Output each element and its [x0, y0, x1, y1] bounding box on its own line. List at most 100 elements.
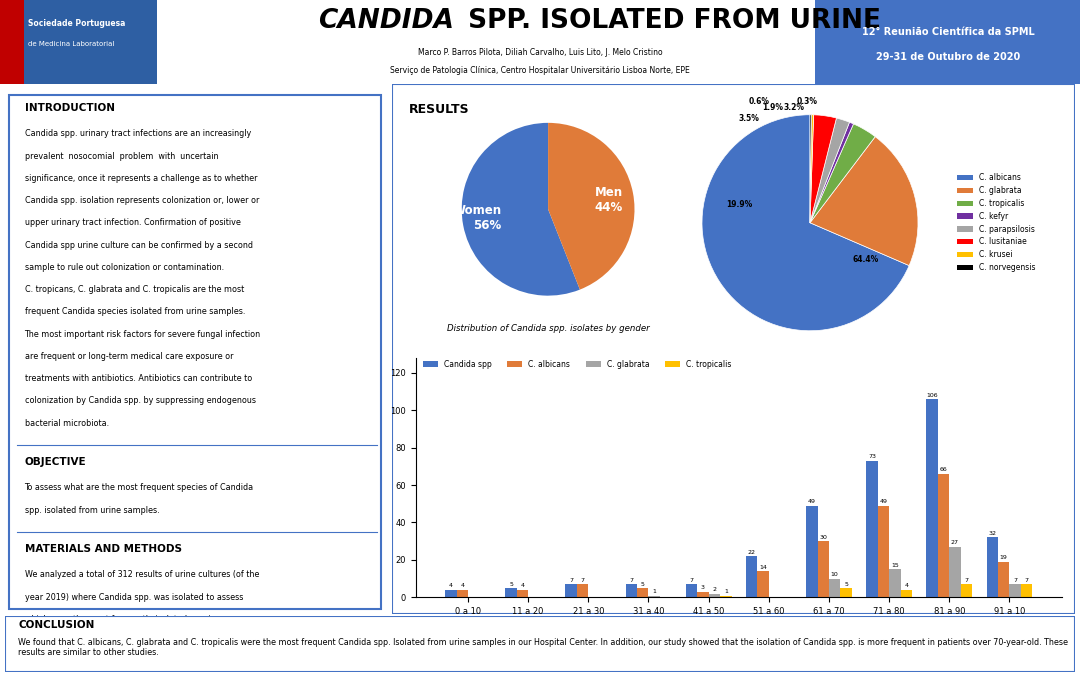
- Wedge shape: [810, 115, 813, 223]
- Text: 14: 14: [759, 565, 767, 570]
- Bar: [0, 0, 24, 84]
- Text: 0.3%: 0.3%: [797, 97, 818, 107]
- Text: 2: 2: [713, 587, 716, 592]
- Text: Sociedade Portuguesa: Sociedade Portuguesa: [28, 19, 125, 28]
- Text: MATERIALS AND METHODS: MATERIALS AND METHODS: [25, 544, 181, 554]
- Text: 7: 7: [581, 578, 584, 583]
- Bar: [0, 0, 157, 84]
- Text: 12° Reunião Científica da SPML: 12° Reunião Científica da SPML: [862, 27, 1035, 37]
- Wedge shape: [810, 124, 875, 223]
- Text: 1: 1: [652, 589, 657, 594]
- Wedge shape: [810, 136, 918, 265]
- Text: Candida spp. urinary tract infections are an increasingly: Candida spp. urinary tract infections ar…: [25, 130, 251, 138]
- Bar: [686, 585, 698, 597]
- FancyBboxPatch shape: [392, 84, 1075, 614]
- Wedge shape: [810, 115, 811, 223]
- Text: CONCLUSION: CONCLUSION: [18, 620, 95, 630]
- Text: upper urinary tract infection. Confirmation of positive: upper urinary tract infection. Confirmat…: [25, 219, 241, 227]
- Title: Distribution of isolates by Candida spp. (n=312): Distribution of isolates by Candida spp.…: [708, 358, 912, 368]
- Text: de Medicina Laboratorial: de Medicina Laboratorial: [28, 40, 114, 47]
- Wedge shape: [702, 115, 909, 331]
- Text: 3: 3: [701, 585, 705, 591]
- Text: 29-31 de Outubro de 2020: 29-31 de Outubro de 2020: [876, 53, 1021, 62]
- Text: Marco P. Barros Pilota, Diliah Carvalho, Luis Lito, J. Melo Cristino: Marco P. Barros Pilota, Diliah Carvalho,…: [418, 48, 662, 57]
- Text: We analyzed a total of 312 results of urine cultures (of the: We analyzed a total of 312 results of ur…: [25, 570, 259, 579]
- Bar: [815, 0, 1080, 84]
- Bar: [457, 590, 468, 597]
- Text: To assess the identification of Candida spp. with the age: To assess the identification of Candida …: [25, 637, 251, 646]
- FancyBboxPatch shape: [5, 616, 1075, 672]
- Text: 0.6%: 0.6%: [748, 97, 770, 105]
- Bar: [625, 585, 637, 597]
- Wedge shape: [462, 123, 580, 296]
- Text: significance, once it represents a challenge as to whether: significance, once it represents a chall…: [25, 174, 257, 183]
- Text: 73: 73: [868, 454, 876, 459]
- Text: 30: 30: [820, 535, 827, 540]
- Text: 4: 4: [904, 583, 908, 589]
- Text: Women
56%: Women 56%: [453, 204, 501, 232]
- Text: 27: 27: [951, 541, 959, 545]
- Text: 4: 4: [460, 583, 464, 589]
- Bar: [757, 571, 769, 597]
- Text: 64.4%: 64.4%: [853, 255, 879, 264]
- Text: 7: 7: [689, 578, 693, 583]
- Text: 5: 5: [845, 582, 848, 587]
- Bar: [577, 585, 589, 597]
- Bar: [1010, 585, 1021, 597]
- Text: 5: 5: [640, 582, 645, 587]
- Text: RESULTS: RESULTS: [409, 103, 470, 116]
- X-axis label: Distribution of Candida spp. by age (number of isolates): Distribution of Candida spp. by age (num…: [612, 620, 865, 629]
- Bar: [986, 537, 998, 597]
- Bar: [840, 588, 852, 597]
- Text: 3.5%: 3.5%: [739, 114, 759, 123]
- Bar: [516, 590, 528, 597]
- Wedge shape: [549, 123, 634, 290]
- Text: 32: 32: [988, 531, 996, 536]
- Text: frequent Candida species isolated from urine samples.: frequent Candida species isolated from u…: [25, 307, 245, 317]
- Text: bacterial microbiota.: bacterial microbiota.: [25, 418, 109, 428]
- Legend: C. albicans, C. glabrata, C. tropicalis, C. kefyr, C. parapsilosis, C. lusitania: C. albicans, C. glabrata, C. tropicalis,…: [955, 170, 1038, 275]
- Bar: [998, 562, 1010, 597]
- Text: 3.2%: 3.2%: [783, 103, 805, 112]
- Text: 49: 49: [879, 500, 888, 504]
- Bar: [878, 506, 889, 597]
- Bar: [648, 595, 660, 597]
- Text: Candida spp. isolation represents colonization or, lower or: Candida spp. isolation represents coloni…: [25, 196, 259, 205]
- Text: 7: 7: [1025, 578, 1028, 583]
- Text: 7: 7: [630, 578, 633, 583]
- Text: 5: 5: [509, 582, 513, 587]
- Wedge shape: [810, 118, 850, 223]
- Bar: [866, 461, 878, 597]
- Bar: [829, 578, 840, 597]
- Text: Men
44%: Men 44%: [595, 186, 623, 215]
- Wedge shape: [810, 115, 836, 223]
- Text: spp. isolated from urine samples.: spp. isolated from urine samples.: [25, 506, 159, 514]
- Text: To assess what are the most frequent species of Candida: To assess what are the most frequent spe…: [25, 483, 254, 492]
- Text: year 2019) where Candida spp. was isolated to assess: year 2019) where Candida spp. was isolat…: [25, 593, 243, 601]
- Legend: Candida spp, C. albicans, C. glabrata, C. tropicalis: Candida spp, C. albicans, C. glabrata, C…: [420, 357, 734, 372]
- Text: CANDIDA: CANDIDA: [318, 8, 454, 34]
- Text: prevalent  nosocomial  problem  with  uncertain: prevalent nosocomial problem with uncert…: [25, 152, 218, 161]
- Text: 19.9%: 19.9%: [726, 200, 752, 209]
- Text: OBJECTIVE: OBJECTIVE: [25, 457, 86, 467]
- Text: INTRODUCTION: INTRODUCTION: [25, 103, 114, 113]
- Bar: [445, 590, 457, 597]
- Text: 66: 66: [940, 467, 947, 472]
- Wedge shape: [810, 122, 853, 223]
- Bar: [698, 592, 708, 597]
- Bar: [901, 590, 912, 597]
- Text: SPP. ISOLATED FROM URINE: SPP. ISOLATED FROM URINE: [459, 8, 881, 34]
- Text: 22: 22: [747, 550, 756, 555]
- Bar: [961, 585, 972, 597]
- Text: C. tropicans, C. glabrata and C. tropicalis are the most: C. tropicans, C. glabrata and C. tropica…: [25, 286, 244, 294]
- Text: 15: 15: [891, 563, 899, 568]
- Bar: [505, 588, 516, 597]
- Text: which were the most frequently isolated species.: which were the most frequently isolated …: [25, 615, 221, 624]
- Bar: [949, 547, 961, 597]
- Text: 1: 1: [724, 589, 728, 594]
- Text: 19: 19: [1000, 556, 1008, 560]
- Bar: [937, 474, 949, 597]
- Text: sample to rule out colonization or contamination.: sample to rule out colonization or conta…: [25, 263, 224, 272]
- Bar: [720, 595, 731, 597]
- Bar: [889, 569, 901, 597]
